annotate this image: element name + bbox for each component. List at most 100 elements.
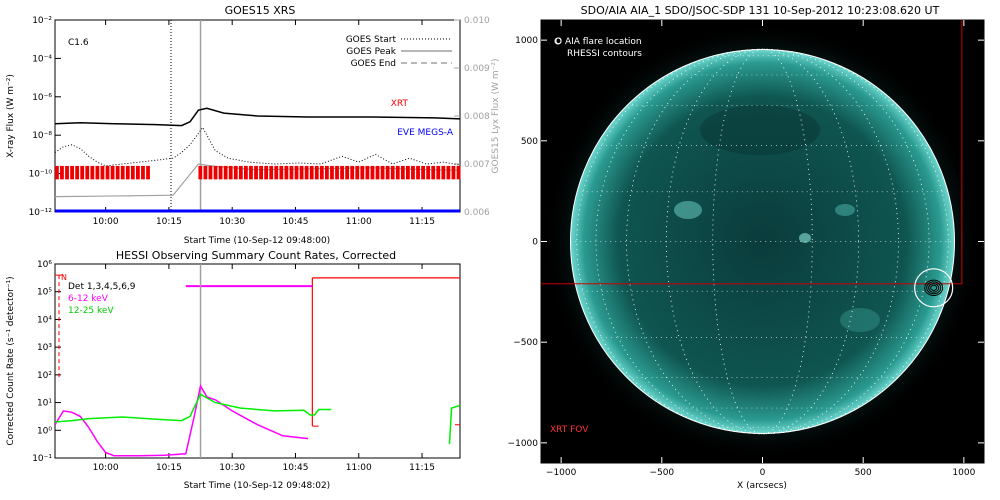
goes-red-bar-tick — [355, 165, 360, 180]
goes-red-bar-tick — [65, 165, 69, 180]
goes-ylabel-right: GOES15 Lyx Flux (W m⁻²) — [491, 59, 501, 174]
goes-y2-ticks: 0.006 0.007 0.008 0.009 0.010 — [454, 16, 490, 218]
goes-red-bar-tick — [375, 165, 380, 180]
goes-class-label: C1.6 — [68, 38, 89, 48]
goes-red-bar-tick — [314, 165, 319, 180]
hessi-ytick-label: 10⁻¹ — [32, 454, 52, 464]
goes-red-bar-tick — [115, 165, 120, 180]
goes-red-bar-tick — [395, 165, 400, 180]
goes-xtick-label: 10:45 — [283, 217, 309, 227]
goes-red-bar-tick — [319, 165, 324, 180]
coronal-hole-north — [700, 105, 820, 155]
hessi-ytick-label: 10⁵ — [37, 288, 52, 298]
active-region-west — [674, 201, 702, 219]
aia-panel: SDO/AIA AIA_1 SDO/JSOC-SDP 131 10-Sep-20… — [508, 4, 985, 491]
legend-goes-peak: GOES Peak — [346, 47, 396, 57]
goes-red-bar-tick — [309, 165, 314, 180]
goes-red-bar-tick — [85, 165, 90, 180]
rhessi-contour — [930, 284, 938, 291]
aia-fov-label: XRT FOV — [550, 425, 589, 435]
aia-ytick-label: −1000 — [508, 439, 539, 449]
goes-series-label-xrt: XRT — [391, 99, 409, 109]
goes-red-bar-tick — [431, 165, 436, 180]
goes-red-bar-tick — [80, 165, 85, 180]
hessi-y-ticks: 10⁻¹ 10⁰ 10¹ 10² 10³ 10⁴ 10⁵ 10⁶ — [32, 260, 61, 464]
goes-red-bar-tick — [274, 165, 279, 180]
goes-legend: GOES Start GOES Peak GOES End — [346, 35, 452, 69]
goes-red-bar-tick — [208, 165, 213, 180]
goes-y2tick-label: 0.006 — [464, 208, 490, 218]
hessi-ytick-label: 10¹ — [37, 399, 52, 409]
sun-active-regions — [674, 105, 880, 332]
hessi-series-layer — [54, 264, 461, 458]
goes-red-bar-tick — [406, 165, 410, 180]
goes-series-eve-megs-a — [54, 126, 461, 167]
hessi-xtick-label: 11:00 — [346, 463, 372, 473]
goes-red-bar-tick — [264, 165, 269, 180]
goes-red-bar-tick — [141, 165, 145, 180]
goes-red-bar-tick — [365, 165, 370, 180]
hessi-series-12-25-keV — [54, 393, 332, 423]
goes-red-bar-tick — [203, 165, 208, 180]
goes-ytick-label: 10⁻² — [32, 16, 52, 26]
goes-ytick-label: 10⁻⁶ — [32, 93, 52, 103]
hessi-ytick-label: 10⁶ — [37, 260, 52, 270]
goes-red-bar-tick — [110, 165, 115, 180]
goes-xtick-label: 11:00 — [346, 217, 372, 227]
goes-red-bar-tick — [294, 165, 299, 180]
rhessi-contour — [928, 283, 940, 293]
aia-xlabel: X (arcsecs) — [737, 481, 787, 491]
aia-xtick-label: 500 — [855, 468, 872, 478]
hessi-ylabel: Corrected Count Rate (s⁻¹ detector⁻¹) — [6, 276, 16, 445]
hessi-xtick-label: 10:30 — [219, 463, 245, 473]
hessi-green-tail — [448, 404, 461, 445]
goes-red-bar-tick — [213, 165, 218, 180]
goes-red-bar-tick — [380, 165, 385, 180]
goes-ytick-label: 10⁻¹⁰ — [29, 170, 53, 180]
hessi-xtick-label: 10:45 — [283, 463, 309, 473]
goes-red-bar-tick — [325, 165, 329, 180]
goes-red-bar-tick — [125, 165, 130, 180]
goes-ytick-label: 10⁻¹² — [29, 208, 53, 218]
legend-flare-symbol — [554, 37, 562, 45]
goes-y2tick-label: 0.007 — [464, 160, 490, 170]
goes-red-bar-tick — [238, 165, 243, 180]
goes-red-bar-tick — [335, 165, 339, 180]
hessi-series-6-12-keV — [54, 383, 309, 457]
aia-flare-marker — [554, 37, 954, 308]
goes-red-bar-tick — [330, 165, 334, 180]
active-region-south — [840, 308, 880, 332]
goes-red-bar-tick — [120, 165, 125, 180]
goes-red-bar-tick — [284, 165, 289, 180]
solar-limb — [570, 49, 955, 434]
aia-ytick-label: 500 — [521, 137, 538, 147]
active-region-center — [799, 233, 811, 243]
hessi-ytick-label: 10³ — [37, 343, 52, 353]
goes-red-bar-tick — [146, 165, 150, 180]
goes-red-bar-tick — [421, 165, 425, 180]
hessi-x-ticks: 10:00 10:15 10:30 10:45 11:00 11:15 — [93, 264, 435, 473]
goes-y2tick-label: 0.009 — [464, 64, 490, 74]
goes-red-bar-tick — [279, 165, 284, 180]
aia-ytick-label: 1000 — [515, 36, 538, 46]
goes-red-bar-tick — [345, 165, 350, 180]
goes-xtick-label: 10:15 — [156, 217, 182, 227]
rhessi-contour — [924, 279, 944, 296]
goes-xtick-label: 10:00 — [93, 217, 119, 227]
goes-red-bar-tick — [289, 165, 294, 180]
aia-xtick-label: −1000 — [546, 468, 577, 478]
goes-xtick-label: 10:30 — [219, 217, 245, 227]
goes-x-ticks: 10:00 10:15 10:30 10:45 11:00 11:15 — [93, 20, 435, 227]
hessi-legend-12-25: 12-25 keV — [68, 306, 114, 316]
aia-legend-flare: O AIA flare location — [555, 37, 642, 47]
legend-goes-start: GOES Start — [346, 35, 397, 45]
goes-red-bar-tick — [218, 165, 223, 180]
hessi-ytick-label: 10² — [37, 371, 52, 381]
goes-red-bar-tick — [198, 165, 203, 180]
aia-y-ticks: 1000 500 0 −500 −1000 — [508, 36, 984, 449]
goes-red-bar-tick — [259, 165, 263, 180]
goes-panel: GOES15 XRS X-ray Flux (W m⁻²) GOES15 Lyx… — [6, 4, 501, 246]
goes-red-bar-tick — [223, 165, 228, 180]
goes-red-bar-tick — [70, 165, 74, 180]
goes-red-bar-tick — [446, 165, 451, 180]
